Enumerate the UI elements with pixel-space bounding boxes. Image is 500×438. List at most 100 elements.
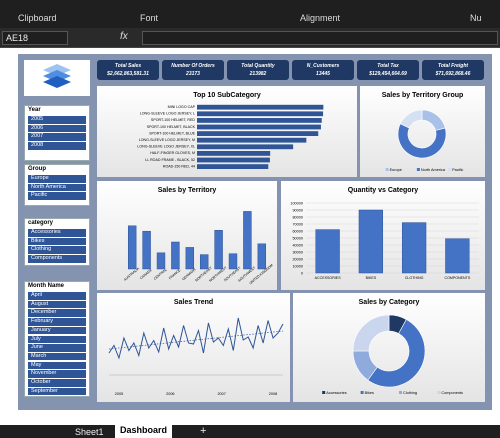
y-tick-label: 20000: [292, 258, 303, 262]
kpi-label: Total Quantity: [241, 63, 275, 69]
bar-label: SPORT-100 HELMET, BLACK: [147, 125, 196, 129]
slicer-item[interactable]: 2005: [28, 116, 86, 124]
slicer-item[interactable]: April: [28, 292, 86, 300]
chart-title: Top 10 SubCategory: [193, 92, 261, 99]
slicer-item[interactable]: 2007: [28, 133, 86, 141]
legend-swatch: [322, 391, 326, 394]
slicer-item[interactable]: Components: [28, 255, 86, 263]
slicer: Group Europe North America Pacific: [24, 164, 90, 206]
legend-label: Bikes: [365, 391, 374, 395]
slicer-item[interactable]: August: [28, 300, 86, 309]
trend-fit: [108, 330, 284, 350]
slicer-item[interactable]: December: [28, 309, 86, 317]
chart: Top 10 SubCategory MINI LOGO CAP LONG-SLEE…: [137, 92, 324, 169]
legend-swatch: [437, 391, 441, 394]
chart-title: Sales by Category: [359, 299, 420, 306]
x-tick-label: BIKES: [366, 276, 377, 280]
bar-label: LONG-SLEEVE LOGO JERSEY, M: [139, 138, 195, 142]
chart-panel: [97, 293, 290, 402]
slicer-item[interactable]: Pacific: [28, 192, 86, 200]
bar-label: ROAD-150 RED, 44: [163, 164, 195, 168]
kpi-label: Total Freight: [437, 63, 469, 69]
fx-label: fx: [120, 31, 128, 42]
y-tick-label: 60000: [292, 230, 303, 234]
donut-slice: [367, 319, 426, 388]
trend-line: [108, 317, 284, 360]
kpi-label: Total Tax: [377, 63, 399, 69]
slicer-item[interactable]: November: [28, 370, 86, 378]
bar: [228, 253, 238, 270]
chart: Quantity vs Category 0 10000 20000 30000 4000…: [290, 187, 479, 280]
kpi-card: Number Of Orders 23173: [162, 60, 224, 80]
chart-title: Sales by Territory Group: [382, 92, 464, 99]
y-tick-label: 70000: [292, 223, 303, 227]
kpi-label: Number Of Orders: [171, 63, 215, 69]
bar: [142, 230, 151, 270]
x-tick-label: 2007: [217, 392, 225, 396]
slicer: Month Name April August December February Jan…: [24, 281, 90, 397]
bar: [197, 144, 294, 150]
bar: [401, 222, 427, 274]
bar: [197, 131, 319, 136]
add-sheet[interactable]: +: [200, 425, 207, 437]
slicer-item[interactable]: 2008: [28, 142, 86, 150]
chart-title: Quantity vs Category: [348, 187, 419, 194]
ribbon-group-label: Font: [140, 13, 159, 23]
slicer-item[interactable]: October: [28, 379, 86, 387]
bar: [358, 209, 384, 274]
kpi-value: 23173: [186, 71, 200, 77]
bar: [257, 243, 267, 270]
slicer-item[interactable]: 2006: [28, 124, 86, 133]
name-box: AE18: [2, 31, 68, 45]
bar-label: SPORT-100 HELMET, BLUE: [149, 131, 195, 135]
y-tick-label: 80000: [292, 216, 303, 220]
y-tick-label: 40000: [292, 244, 303, 248]
y-tick-label: 0: [301, 272, 303, 276]
y-tick-label: 90000: [292, 209, 303, 213]
legend-label: Pacific: [452, 168, 463, 172]
slicer-item[interactable]: July: [28, 335, 86, 343]
kpi-card: Total Tax $129,454,664.69: [357, 60, 419, 80]
chart-panel: [360, 86, 485, 177]
slicer-item[interactable]: North America: [28, 183, 86, 192]
kpi-value: 13445: [316, 71, 330, 77]
sheet-tab[interactable]: Sheet1: [75, 427, 104, 437]
bar: [197, 157, 270, 163]
kpi-label: N_Customers: [306, 63, 340, 69]
slicer-item[interactable]: Europe: [28, 175, 86, 183]
bar: [197, 111, 324, 117]
slicer-item[interactable]: Clothing: [28, 246, 86, 254]
x-tick-label: CENTRAL: [153, 268, 168, 281]
ribbon-group-label: Nu: [470, 13, 482, 23]
legend-swatch: [416, 168, 420, 171]
slicer: Year 2005 2006 2007 2008: [24, 105, 90, 161]
slicer-item[interactable]: June: [28, 344, 86, 352]
sheet-tab-active[interactable]: Dashboard: [115, 424, 173, 438]
slicer-item[interactable]: January: [28, 326, 86, 335]
bar: [199, 254, 209, 270]
logo-box: [24, 60, 90, 96]
slicer: category Accessories Bikes Clothing Componen…: [24, 218, 90, 266]
slicer-item[interactable]: September: [28, 387, 86, 396]
bar-label: MINI LOGO CAP: [168, 105, 196, 109]
logo-layer: [43, 76, 71, 88]
bar: [197, 118, 322, 123]
slicer-item[interactable]: Accessories: [28, 229, 86, 237]
bar: [445, 238, 470, 274]
bar-label: LONG-SLEEVE LOGO JERSEY, XL: [137, 145, 195, 149]
slicer-item[interactable]: May: [28, 361, 86, 370]
bar-label: LL ROAD FRAME - BLACK, 52: [145, 158, 195, 162]
chart: Sales by Territory Group Europe North Amer…: [382, 92, 464, 172]
slicer-item[interactable]: March: [28, 352, 86, 361]
slicer-title: Month Name: [28, 283, 64, 289]
slicer-title: Year: [28, 107, 41, 113]
bar: [156, 252, 166, 270]
slicer-item[interactable]: Bikes: [28, 237, 86, 246]
donut-slice: [397, 123, 447, 159]
slicer-item[interactable]: February: [28, 318, 86, 326]
bar-label: HALF-FINGER GLOVES, M: [150, 151, 195, 155]
bar: [127, 225, 137, 270]
legend-label: North America: [421, 168, 446, 172]
